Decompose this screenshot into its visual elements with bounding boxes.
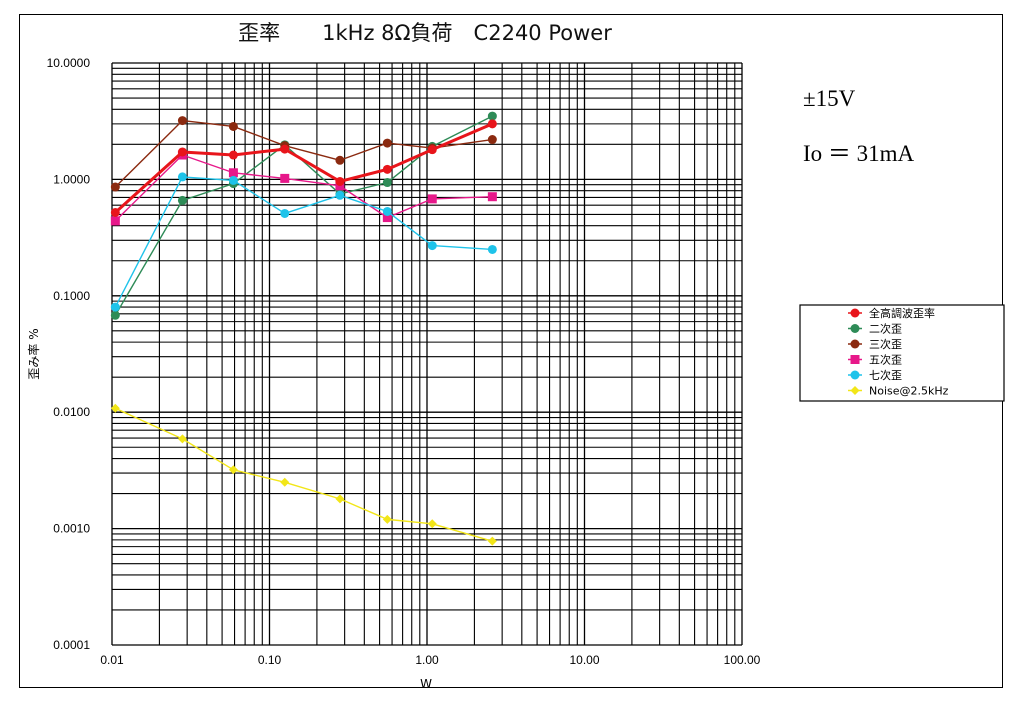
data-point bbox=[427, 194, 437, 204]
x-tick-label: 10.00 bbox=[569, 653, 599, 667]
legend-label: 七次歪 bbox=[869, 368, 902, 382]
data-point bbox=[177, 147, 187, 157]
legend-label: 二次歪 bbox=[869, 322, 902, 336]
legend-marker bbox=[850, 339, 860, 349]
annotation-idle-current: Io ＝ 31mA bbox=[803, 141, 915, 166]
y-axis-label: 歪み率 % bbox=[26, 328, 41, 379]
legend-marker bbox=[850, 355, 860, 364]
data-point bbox=[382, 206, 392, 216]
data-point bbox=[228, 168, 238, 178]
y-tick-label: 0.0100 bbox=[53, 405, 90, 419]
data-point bbox=[228, 121, 238, 131]
data-point bbox=[110, 207, 120, 217]
data-point bbox=[110, 302, 120, 312]
data-point bbox=[335, 190, 345, 200]
data-point bbox=[110, 310, 120, 320]
series-1 bbox=[110, 111, 497, 320]
data-point bbox=[382, 213, 392, 223]
series-0 bbox=[110, 119, 497, 217]
data-point bbox=[177, 116, 187, 126]
x-tick-label: 0.01 bbox=[100, 653, 124, 667]
series-line bbox=[115, 407, 493, 542]
y-tick-label: 0.0001 bbox=[53, 638, 90, 652]
data-point bbox=[335, 155, 345, 165]
legend-label: 五次歪 bbox=[869, 353, 902, 367]
legend-label: Noise@2.5kHz bbox=[869, 385, 949, 398]
annotation-voltage: ±15V bbox=[803, 86, 856, 111]
data-point bbox=[228, 175, 238, 185]
data-point bbox=[382, 178, 392, 188]
data-point bbox=[280, 173, 290, 183]
data-point bbox=[487, 244, 497, 254]
data-point bbox=[335, 494, 345, 504]
x-tick-label: 100.00 bbox=[724, 653, 761, 667]
data-point bbox=[382, 514, 392, 524]
series-5 bbox=[110, 403, 497, 546]
data-point bbox=[382, 138, 392, 148]
series-line bbox=[114, 154, 493, 222]
x-tick-label: 0.10 bbox=[258, 653, 282, 667]
legend-box bbox=[799, 304, 1005, 402]
chart-title: 歪率 1kHz 8Ω負荷 C2240 Power bbox=[238, 21, 612, 45]
data-point bbox=[228, 465, 238, 475]
y-tick-label: 0.0010 bbox=[53, 522, 90, 536]
x-axis-label: W bbox=[420, 677, 432, 691]
data-point bbox=[228, 150, 238, 160]
data-point bbox=[487, 119, 497, 129]
data-point bbox=[280, 477, 290, 487]
data-point bbox=[487, 111, 497, 121]
data-point bbox=[487, 536, 497, 546]
data-point bbox=[280, 208, 290, 218]
series-4 bbox=[110, 172, 497, 312]
data-point bbox=[427, 519, 437, 529]
data-point bbox=[110, 216, 120, 226]
series-line bbox=[114, 119, 493, 188]
legend-marker bbox=[850, 324, 860, 333]
y-tick-label: 0.1000 bbox=[53, 289, 90, 303]
data-point bbox=[427, 145, 437, 155]
legend-marker bbox=[850, 370, 860, 380]
series-line bbox=[114, 176, 493, 308]
y-tick-labels: 10.0000 1.0000 0.1000 0.0100 0.0010 0.0001 bbox=[47, 56, 91, 652]
data-point bbox=[427, 241, 437, 251]
legend-label: 三次歪 bbox=[869, 337, 902, 351]
legend-label: 全高調波歪率 bbox=[869, 306, 935, 320]
data-point bbox=[487, 192, 497, 202]
y-tick-label: 1.0000 bbox=[53, 172, 90, 186]
data-point bbox=[110, 403, 120, 413]
data-point bbox=[487, 135, 497, 145]
series-layer bbox=[110, 111, 497, 546]
y-tick-label: 10.0000 bbox=[47, 56, 91, 70]
data-point bbox=[335, 176, 345, 186]
data-point bbox=[382, 164, 392, 174]
data-point bbox=[280, 144, 290, 154]
data-point bbox=[177, 434, 187, 444]
series-2 bbox=[110, 116, 497, 192]
data-point bbox=[177, 172, 187, 182]
legend-marker bbox=[850, 308, 860, 318]
series-line bbox=[114, 122, 493, 214]
x-tick-labels: 0.01 0.10 1.00 10.00 100.00 bbox=[100, 653, 760, 667]
data-point bbox=[177, 195, 187, 205]
data-point bbox=[110, 182, 120, 192]
x-tick-label: 1.00 bbox=[415, 653, 439, 667]
legend-marker bbox=[850, 386, 860, 395]
